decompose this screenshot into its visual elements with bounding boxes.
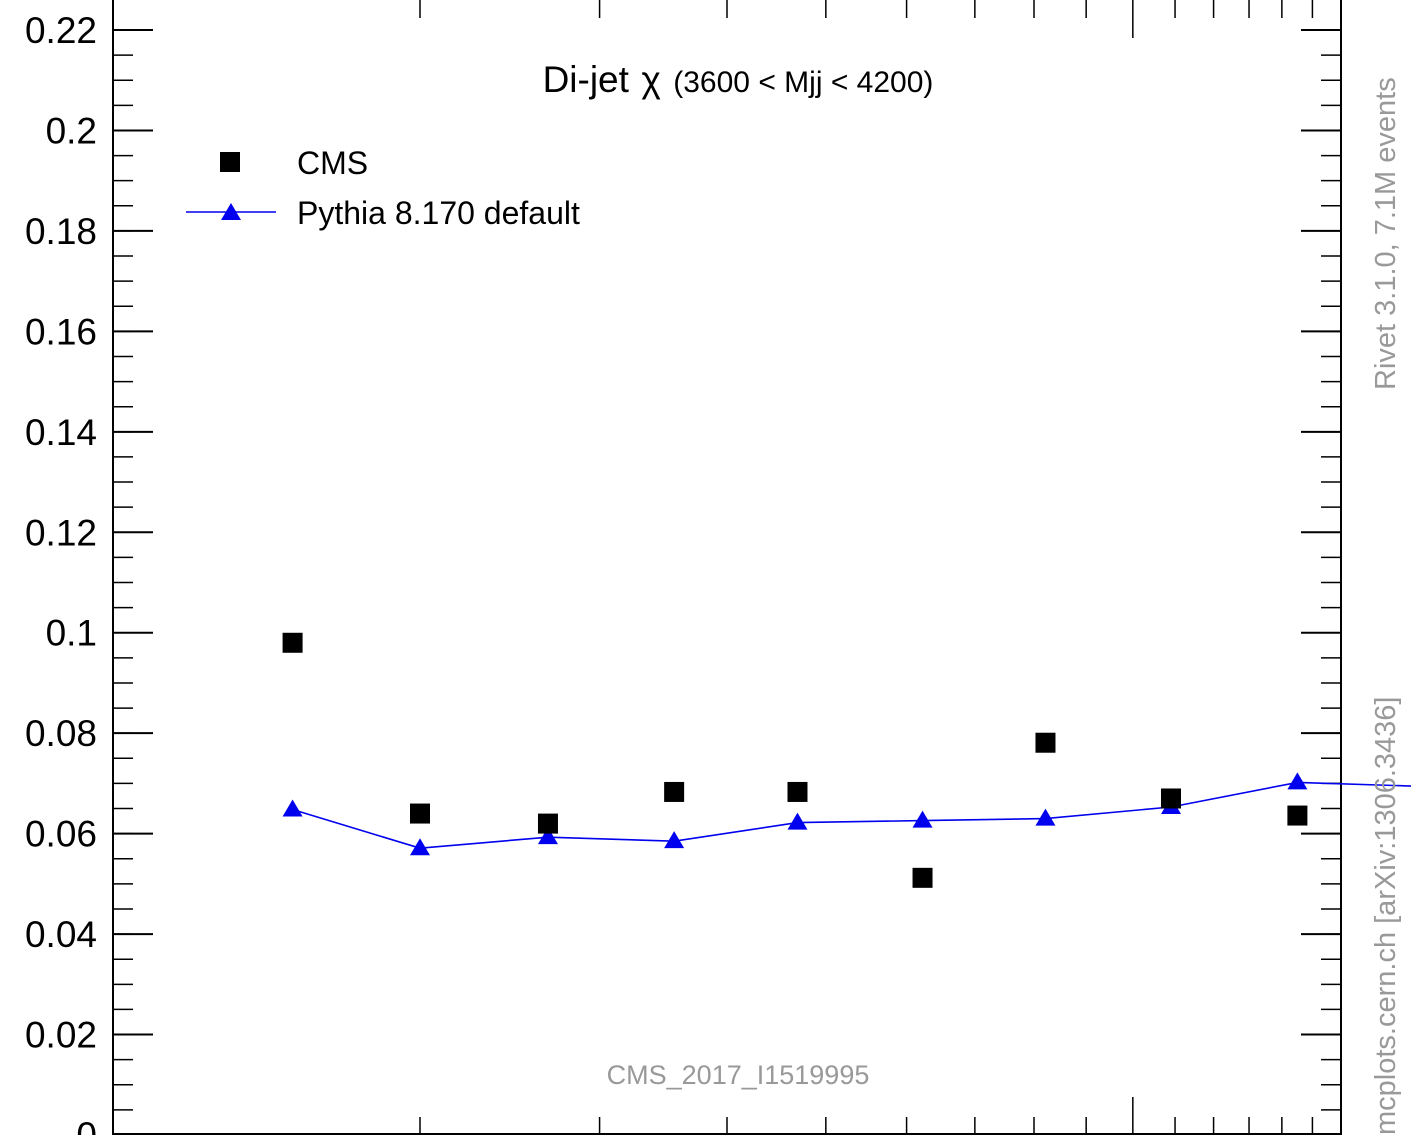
cms-point (664, 781, 685, 802)
mcplots-source-label: mcplots.cern.ch [arXiv:1306.3436] (1370, 697, 1402, 1135)
legend-marker-pythia (221, 203, 241, 220)
y-tick-label: 0.1 (46, 613, 97, 654)
cms-point (1035, 732, 1056, 753)
chart-title-symbol: χ (641, 59, 660, 100)
pythia-point (1035, 808, 1056, 826)
y-tick-label: 0 (76, 1115, 97, 1135)
cms-point (282, 632, 303, 653)
y-tick-label: 0.16 (25, 311, 97, 352)
y-tick-label: 0.12 (25, 512, 97, 553)
legend: CMS Pythia 8.170 default (186, 145, 580, 231)
cms-point (537, 813, 558, 834)
chart-title-main: Di-jet (543, 59, 630, 100)
analysis-id-watermark: CMS_2017_I1519995 (607, 1060, 870, 1090)
plot-series (282, 632, 1411, 888)
x-axis (112, 0, 1342, 1135)
rivet-version-label: Rivet 3.1.0, 7.1M events (1370, 77, 1402, 390)
y-tick-label: 0.18 (25, 211, 97, 252)
legend-label-pythia: Pythia 8.170 default (297, 195, 580, 231)
y-tick-label: 0.08 (25, 713, 97, 754)
pythia-line (292, 781, 1411, 850)
pythia-point (537, 827, 558, 845)
pythia-point (282, 799, 303, 817)
y-tick-label: 0.06 (25, 814, 97, 855)
y-axis: 0 0.02 0.04 0.06 0.08 0.1 0.12 0.14 0.16 0.18 0.2 0… (25, 10, 1341, 1135)
y-tick-label: 0.2 (46, 110, 97, 151)
pythia-point (410, 838, 430, 856)
y-tick-label: 0.02 (25, 1015, 97, 1056)
pythia-point (664, 831, 685, 849)
pythia-point (912, 810, 933, 828)
legend-marker-cms (220, 152, 240, 172)
y-tick-label: 0.04 (25, 914, 97, 955)
cms-point (1287, 805, 1308, 826)
chart-title-range: (3600 < Mjj < 4200) (673, 66, 933, 99)
cms-point (1161, 788, 1182, 809)
cms-point (787, 781, 808, 802)
legend-label-cms: CMS (297, 145, 368, 181)
pythia-point (1287, 772, 1308, 790)
chart-title: Di-jet χ (3600 < Mjj < 4200) (543, 59, 934, 100)
cms-point (410, 803, 430, 824)
y-tick-label: 0.22 (25, 10, 97, 51)
cms-point (912, 867, 933, 888)
pythia-point (787, 812, 808, 830)
y-tick-label: 0.14 (25, 412, 97, 453)
